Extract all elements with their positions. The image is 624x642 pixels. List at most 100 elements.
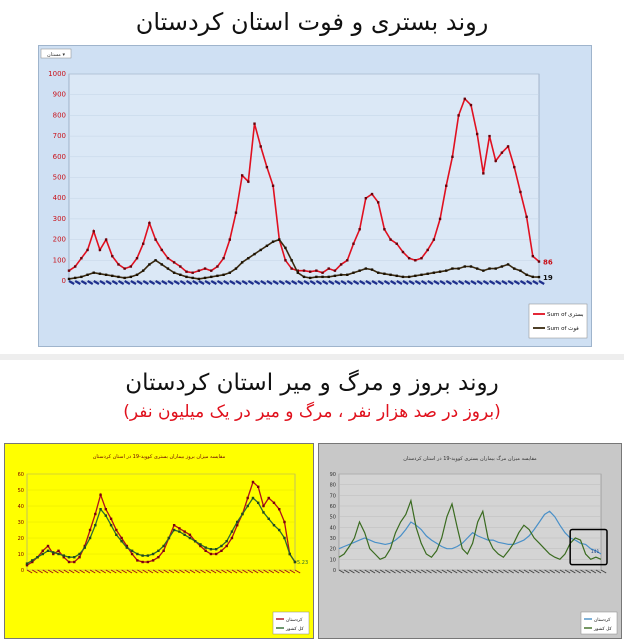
data-point (183, 533, 186, 536)
y-tick-label: 30 (330, 536, 336, 542)
y-tick-label: 400 (53, 194, 66, 202)
x-tick-label (303, 280, 310, 285)
x-tick-label (263, 569, 269, 574)
data-point (214, 552, 218, 556)
data-point (203, 276, 207, 280)
data-point (395, 274, 398, 278)
data-point (136, 552, 139, 556)
data-point (179, 265, 182, 268)
data-point (352, 242, 355, 245)
x-tick-label (539, 569, 545, 574)
data-point (246, 504, 249, 508)
data-point (247, 257, 250, 260)
data-point (203, 267, 207, 270)
x-tick-label (585, 569, 592, 574)
x-tick-label (532, 280, 539, 285)
x-tick-label (377, 280, 384, 285)
end-label-death: 19 (543, 274, 553, 282)
x-tick-label (89, 569, 96, 574)
data-point (67, 269, 71, 272)
x-tick-label (74, 569, 80, 574)
data-point (78, 552, 81, 556)
chart2-svg: مقایسه میزان بروز بیماران بستری کووید-19… (18, 454, 310, 635)
legend-label: کردستان (286, 617, 303, 623)
x-tick-label (194, 569, 201, 574)
x-tick-label (189, 569, 196, 574)
data-point (210, 275, 213, 279)
x-tick-label (273, 569, 280, 574)
data-point (130, 552, 134, 556)
data-point (172, 528, 176, 532)
x-tick-label (352, 280, 360, 285)
data-point (463, 265, 466, 268)
data-point (157, 549, 160, 552)
filter-box-label: مستان ▾ (47, 52, 65, 58)
x-tick-label (390, 280, 397, 285)
data-point (88, 536, 92, 540)
x-tick-label (74, 280, 81, 285)
data-point (451, 267, 454, 270)
x-tick-label (420, 280, 428, 285)
data-point (86, 248, 89, 252)
data-point (271, 240, 275, 243)
x-tick-label (354, 569, 360, 574)
top-title: روند بستری و فوت استان کردستان (135, 8, 489, 36)
x-tick-label (492, 569, 499, 574)
data-point (267, 496, 270, 500)
x-tick-label (291, 280, 298, 285)
data-point (225, 544, 228, 548)
data-point (142, 269, 145, 272)
data-point (315, 269, 318, 272)
data-point (222, 273, 225, 276)
data-point (167, 536, 171, 540)
mortality-chart: مقایسه میزان مرگ بیماران بستری کووید-19 … (318, 443, 622, 639)
x-tick-label (379, 569, 386, 574)
x-tick-label (426, 569, 432, 574)
y-tick-label: 10 (18, 552, 24, 558)
x-tick-label (37, 569, 43, 574)
data-point (73, 560, 76, 564)
data-point (364, 267, 368, 270)
x-tick-label (221, 569, 227, 574)
x-tick-label (167, 280, 174, 285)
y-tick-label: 50 (18, 488, 24, 494)
data-point (52, 552, 55, 556)
data-point (36, 556, 39, 559)
data-point (288, 552, 291, 556)
data-point (148, 263, 151, 266)
x-tick-label (284, 280, 292, 285)
x-tick-label (559, 569, 566, 574)
x-tick-label (433, 280, 440, 285)
data-point (172, 271, 176, 274)
x-tick-label (439, 280, 446, 285)
data-point (531, 254, 535, 258)
data-point (228, 271, 231, 274)
legend-box (528, 303, 588, 339)
y-tick-label: 0 (21, 568, 24, 574)
data-point (146, 554, 150, 557)
x-tick-label (436, 569, 443, 574)
data-point (513, 267, 516, 270)
data-point (166, 267, 170, 270)
x-tick-label (427, 280, 434, 285)
x-tick-label (554, 569, 561, 574)
data-point (302, 275, 306, 279)
data-point (220, 549, 223, 552)
data-point (445, 184, 448, 187)
x-tick-label (266, 280, 273, 285)
x-tick-label (99, 280, 106, 285)
data-point (67, 560, 71, 564)
data-point (302, 269, 306, 272)
data-point (290, 267, 293, 270)
data-point (234, 267, 238, 270)
x-tick-label (420, 569, 427, 574)
data-point (525, 215, 528, 219)
data-point (426, 248, 429, 252)
data-point (188, 536, 192, 540)
legend-label: کل کشور (593, 626, 612, 632)
data-point (438, 270, 442, 273)
data-point (370, 192, 374, 196)
section-divider (0, 354, 624, 360)
x-tick-label (462, 569, 468, 574)
hospitalization-death-chart: مستان ▾ 0 100 200 300 400 500 600 700 800 900 1000 8… (38, 45, 592, 347)
